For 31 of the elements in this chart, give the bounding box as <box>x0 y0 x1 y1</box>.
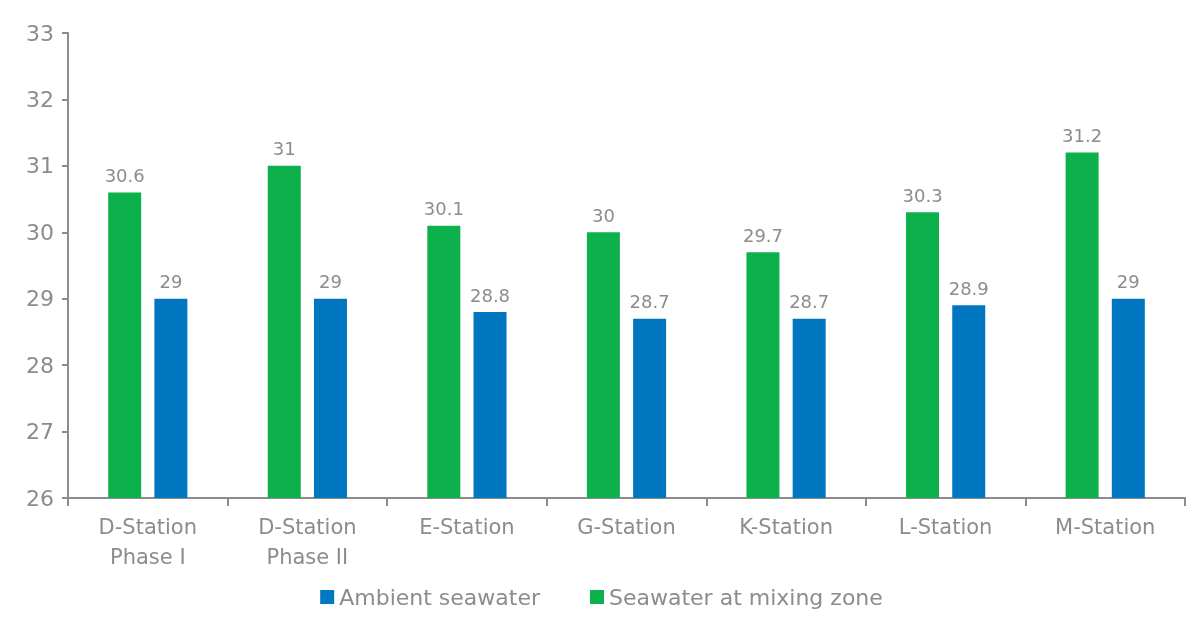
y-tick-label: 26 <box>26 485 54 511</box>
data-label: 30.3 <box>902 184 943 206</box>
data-label: 28.7 <box>629 291 670 313</box>
data-label: 30.6 <box>104 164 145 186</box>
y-tick-label: 28 <box>26 352 54 378</box>
legend-label: Ambient seawater <box>339 584 541 610</box>
data-label: 31.2 <box>1062 125 1103 147</box>
data-label: 29 <box>1116 271 1140 293</box>
data-label: 28.7 <box>789 291 830 313</box>
data-label: 30.1 <box>423 198 464 220</box>
y-tick-label: 30 <box>26 219 54 245</box>
y-tick-label: 29 <box>26 286 54 312</box>
y-tick-label: 27 <box>26 419 54 445</box>
x-tick-label: E-Station <box>419 515 515 539</box>
x-tick-label: D-Station Phase I <box>98 515 197 569</box>
data-label: 30 <box>591 204 615 226</box>
x-tick-label: G-Station <box>577 515 676 539</box>
data-label: 31 <box>272 138 296 160</box>
legend-label: Seawater at mixing zone <box>609 584 883 610</box>
x-tick-label: K-Station <box>739 515 833 539</box>
data-label: 29 <box>319 271 342 293</box>
y-tick-label: 31 <box>26 153 54 179</box>
x-tick-label: D-Station Phase II <box>258 515 357 569</box>
x-tick-label: M-Station <box>1055 515 1156 539</box>
data-label: 29 <box>159 271 183 293</box>
x-tick-label: L-Station <box>898 515 993 539</box>
y-tick-label: 32 <box>26 86 54 112</box>
data-label: 28.9 <box>948 277 989 299</box>
y-tick-label: 33 <box>26 20 54 46</box>
data-label: 28.8 <box>469 284 511 306</box>
data-label: 29.7 <box>742 224 784 246</box>
